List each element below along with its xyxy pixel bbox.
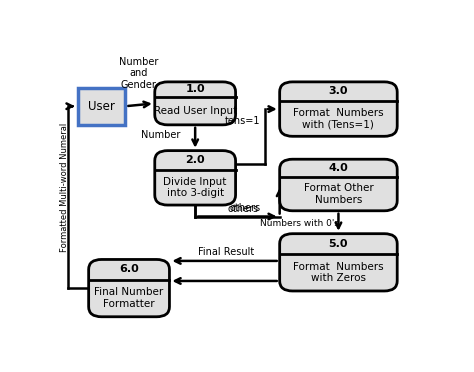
Text: Numbers with 0's: Numbers with 0's — [260, 219, 339, 228]
Text: Final Result: Final Result — [198, 247, 255, 257]
FancyBboxPatch shape — [280, 234, 397, 291]
Text: 6.0: 6.0 — [119, 264, 139, 275]
Text: 1.0: 1.0 — [185, 84, 205, 94]
Text: Formatted Multi-word Numeral: Formatted Multi-word Numeral — [60, 123, 69, 253]
Text: Final Number
Formatter: Final Number Formatter — [94, 287, 164, 309]
Text: 4.0: 4.0 — [328, 163, 348, 173]
Text: Number
and
Gender: Number and Gender — [118, 57, 158, 90]
Text: others: others — [228, 204, 258, 214]
FancyBboxPatch shape — [280, 82, 397, 136]
Text: Divide Input
into 3-digit: Divide Input into 3-digit — [164, 177, 227, 198]
Text: 3.0: 3.0 — [328, 86, 348, 96]
FancyBboxPatch shape — [280, 159, 397, 211]
FancyBboxPatch shape — [155, 151, 236, 205]
Text: Format  Numbers
with Zeros: Format Numbers with Zeros — [293, 262, 384, 283]
FancyBboxPatch shape — [155, 82, 236, 125]
Text: Format  Numbers
with (Tens=1): Format Numbers with (Tens=1) — [293, 108, 384, 129]
Text: tens=1: tens=1 — [225, 116, 261, 125]
Text: Format Other
Numbers: Format Other Numbers — [303, 183, 374, 205]
Text: 2.0: 2.0 — [185, 155, 205, 165]
FancyBboxPatch shape — [89, 260, 169, 317]
Text: Read User Input: Read User Input — [154, 106, 237, 116]
Text: 5.0: 5.0 — [328, 239, 348, 249]
Text: User: User — [88, 100, 115, 113]
Text: Number: Number — [141, 130, 180, 140]
Text: others: others — [229, 203, 260, 214]
FancyBboxPatch shape — [78, 87, 125, 125]
